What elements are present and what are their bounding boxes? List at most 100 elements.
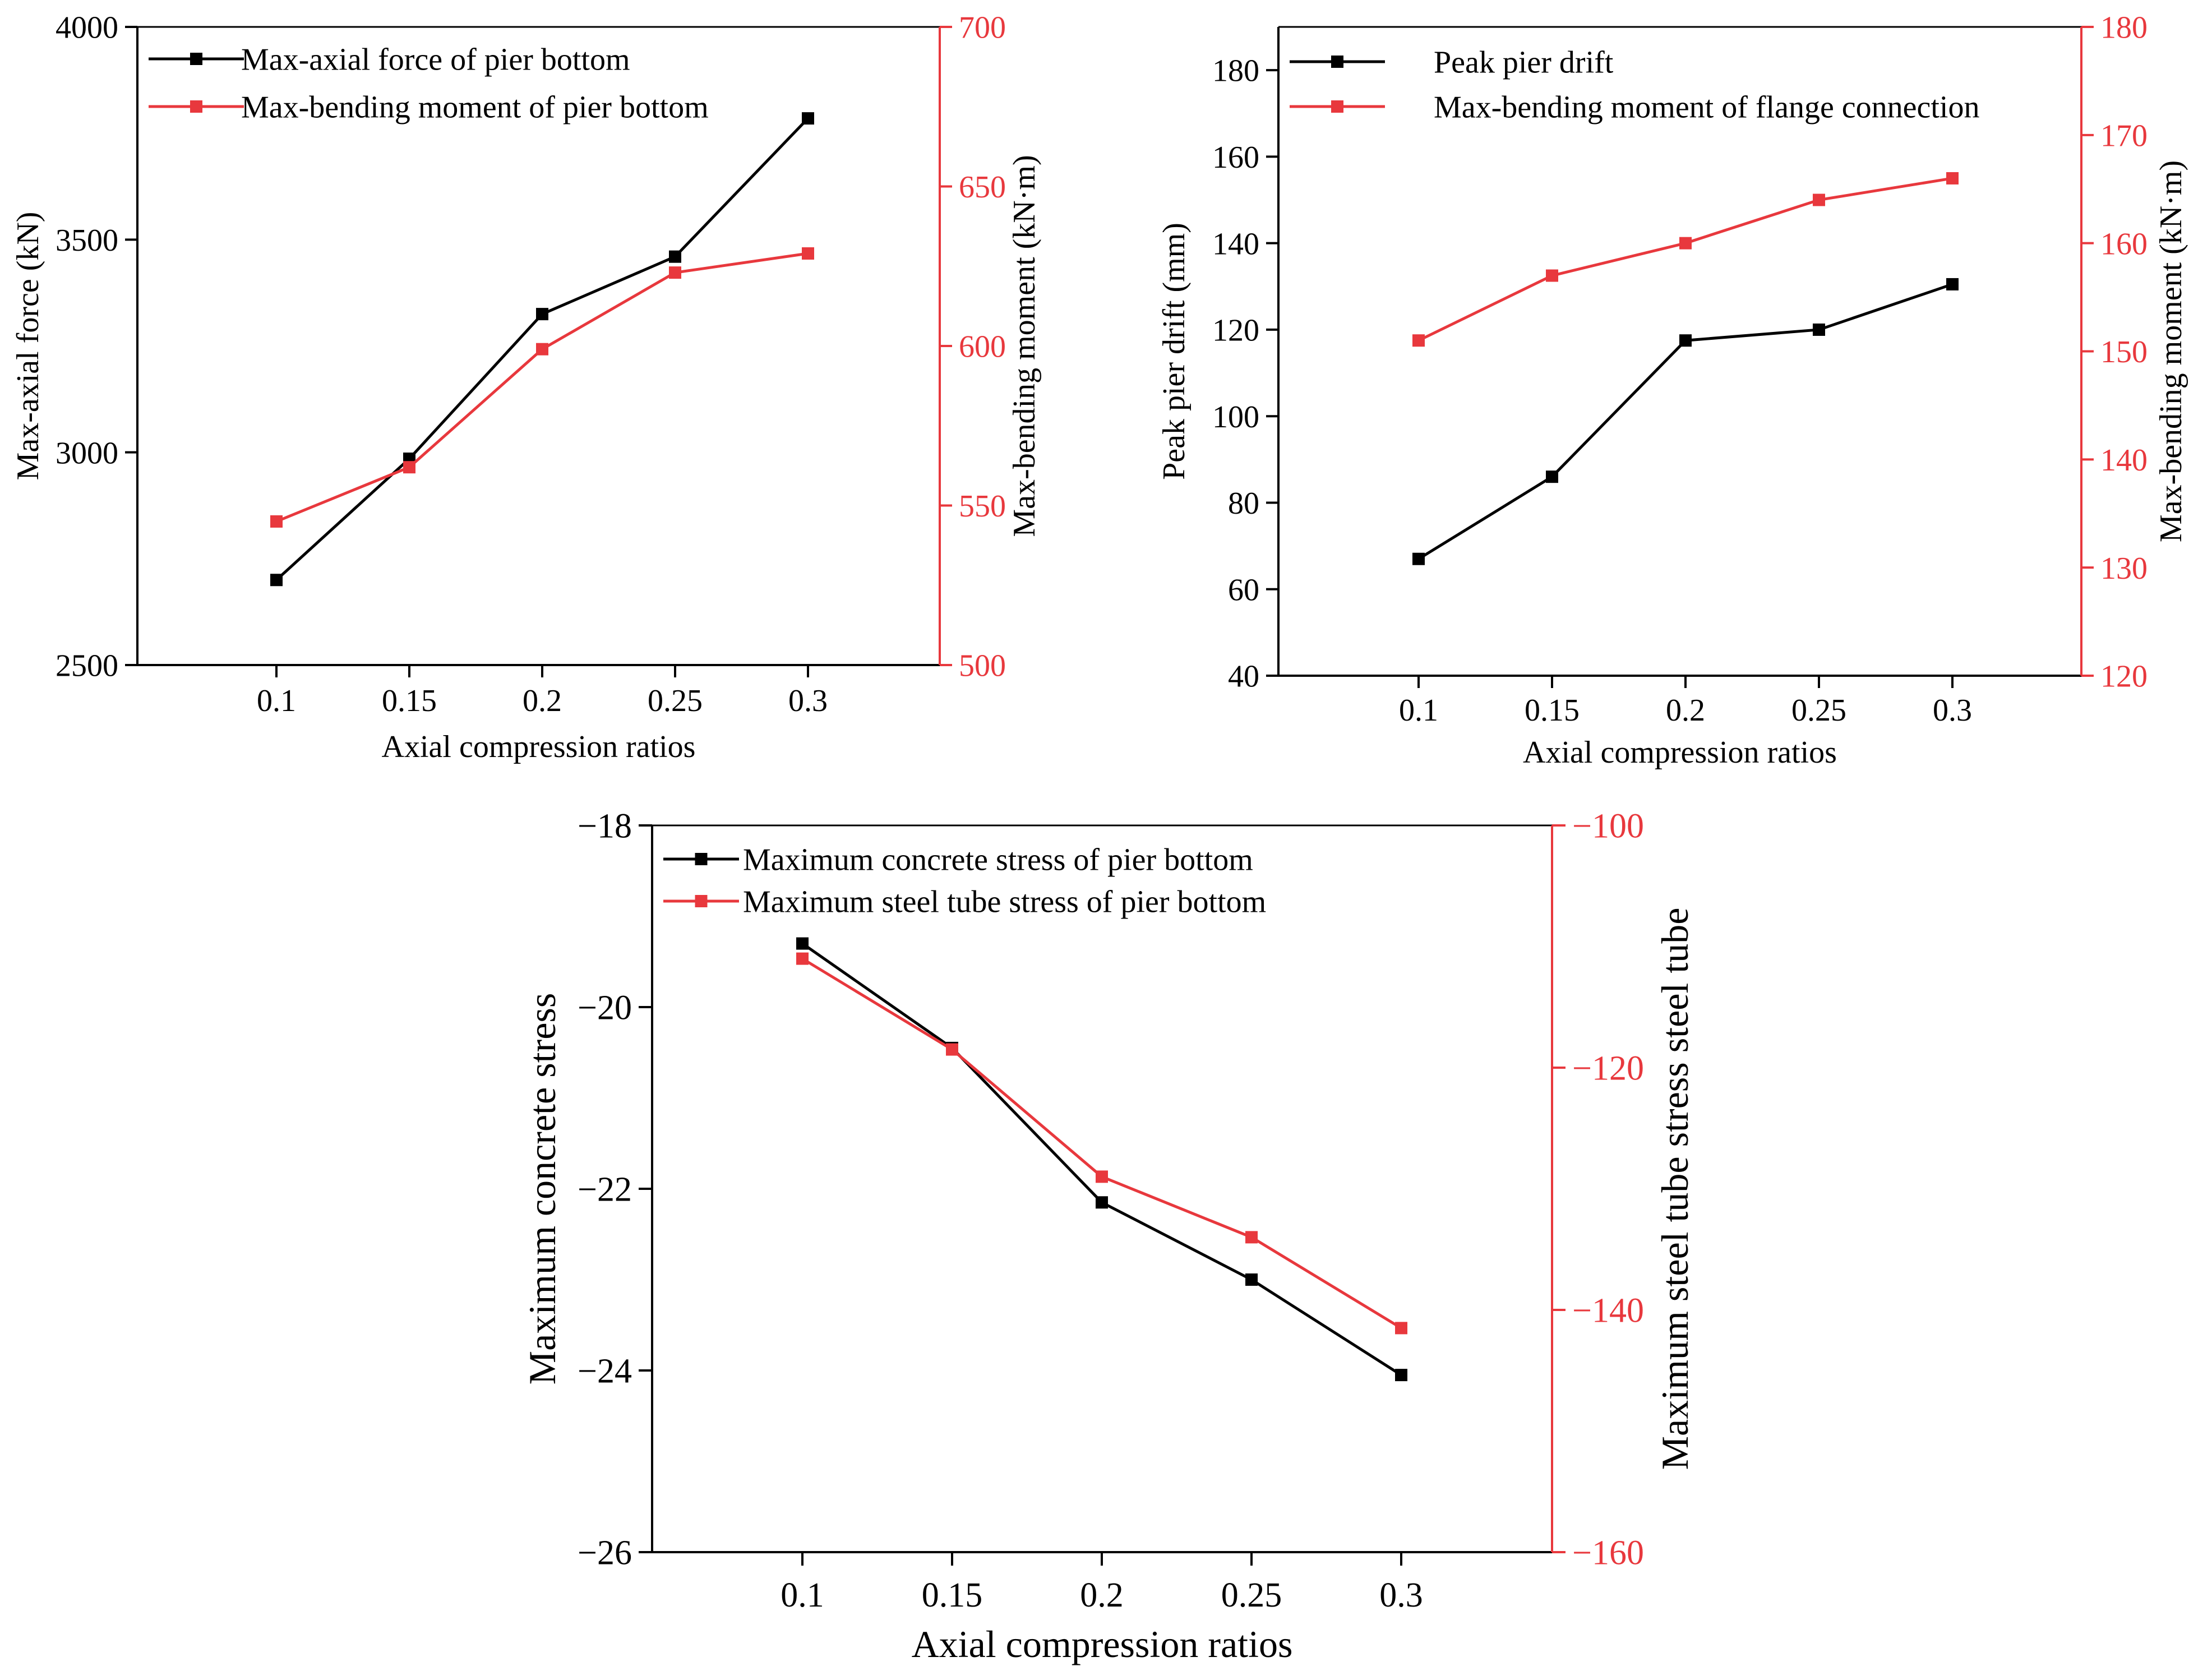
legend: Maximum concrete stress of pier bottom Ma… — [663, 843, 1266, 920]
y-right-tick-label: 150 — [2100, 335, 2148, 370]
y-left-axis-title: Max-axial force (kN) — [11, 212, 45, 481]
series-2-point — [796, 952, 809, 965]
y-right-tick-label: 700 — [959, 11, 1006, 45]
series-1-point — [1813, 323, 1825, 336]
y-left-tick-label: 160 — [1212, 140, 1259, 175]
y-left-axis-title: Maximum concrete stress — [521, 993, 564, 1385]
series-1-point — [1546, 470, 1558, 483]
series-1-point — [270, 574, 283, 587]
x-tick-label: 0.15 — [1525, 693, 1580, 728]
y-left-axis-title: Peak pier drift (mm) — [1157, 223, 1192, 480]
x-tick-label: 0.1 — [257, 684, 296, 718]
y-right-tick-label: 170 — [2100, 118, 2148, 153]
y-right-tick-label: 160 — [2100, 227, 2148, 261]
legend-marker — [695, 853, 708, 865]
x-tick-label: 0.25 — [648, 684, 703, 718]
y-left-tick-label: −24 — [578, 1353, 632, 1391]
y-right-tick-label: 130 — [2100, 551, 2148, 586]
series-1-point — [796, 937, 809, 950]
series-2-point — [1395, 1322, 1407, 1335]
series-2-point — [1096, 1170, 1108, 1183]
series-2-point — [669, 266, 681, 279]
y-left-tick-label: 3000 — [56, 436, 118, 470]
legend-label: Max-bending moment of pier bottom — [241, 90, 709, 125]
series-line-1 — [1417, 283, 1953, 560]
y-left-tick-label: 60 — [1228, 573, 1259, 607]
series-1-point — [1679, 334, 1692, 347]
chart-3: 0.1 0.15 0.2 0.25 0.3 −26 −24 −22 −20 −18 −160 −140… — [521, 807, 1696, 1665]
series-2-point — [536, 343, 548, 356]
series-line-2 — [801, 957, 1402, 1330]
y-right-tick-label: 600 — [959, 330, 1006, 364]
series-2-point — [1245, 1231, 1258, 1244]
y-right-tick-label: 650 — [959, 170, 1006, 205]
y-left-tick-label: 120 — [1212, 313, 1259, 348]
y-right-tick-label: 500 — [959, 649, 1006, 684]
y-left-tick-label: −22 — [578, 1171, 632, 1209]
series-1-point — [669, 250, 681, 263]
x-tick-label: 0.1 — [781, 1576, 824, 1614]
y-left-tick-label: 40 — [1228, 659, 1259, 694]
legend: Max-axial force of pier bottom Max-bendin… — [149, 43, 709, 125]
y-left-tick-label: −18 — [578, 807, 632, 846]
y-right-tick-label: −120 — [1572, 1050, 1644, 1088]
legend-marker — [190, 100, 202, 113]
y-left-tick-label: 140 — [1212, 227, 1259, 261]
y-right-axis-title: Max-bending moment (kN·m) — [2154, 160, 2188, 542]
legend-label: Maximum steel tube stress of pier bottom — [743, 885, 1266, 920]
series-2-point — [1813, 193, 1825, 206]
legend-label: Peak pier drift — [1434, 45, 1614, 80]
x-tick-label: 0.25 — [1221, 1576, 1282, 1614]
y-left-tick-label: 80 — [1228, 486, 1259, 521]
legend-marker — [190, 53, 202, 65]
x-tick-label: 0.15 — [382, 684, 437, 718]
legend-marker — [1331, 56, 1343, 68]
series-1-point — [1946, 278, 1959, 290]
x-tick-label: 0.2 — [523, 684, 562, 718]
chart-1: 0.1 0.15 0.2 0.25 0.3 2500 3000 3500 4000 500 550 6… — [11, 11, 1042, 764]
series-2-point — [403, 461, 415, 474]
series-2-point — [270, 515, 283, 528]
y-right-tick-label: 140 — [2100, 443, 2148, 478]
series-line-1 — [801, 942, 1402, 1377]
legend-label: Max-bending moment of flange connection — [1434, 90, 1980, 125]
series-1-point — [536, 308, 548, 321]
x-tick-label: 0.1 — [1399, 693, 1438, 728]
legend-marker — [695, 895, 708, 907]
series-2-point — [1412, 334, 1425, 347]
legend-marker — [1331, 100, 1343, 113]
y-left-tick-label: −20 — [578, 989, 632, 1027]
series-2-point — [1946, 172, 1959, 184]
legend-label: Max-axial force of pier bottom — [241, 43, 630, 77]
x-tick-label: 0.3 — [788, 684, 828, 718]
series-line-2 — [1417, 177, 1953, 342]
x-tick-label: 0.15 — [922, 1576, 983, 1614]
series-1-point — [1412, 552, 1425, 565]
y-left-tick-label: 180 — [1212, 54, 1259, 89]
series-1-point — [1096, 1196, 1108, 1209]
series-1-point — [1245, 1273, 1258, 1286]
y-right-tick-label: −140 — [1572, 1292, 1644, 1330]
series-line-2 — [276, 252, 809, 523]
y-left-tick-label: 2500 — [56, 649, 118, 684]
legend: Peak pier drift Max-bending moment of fla… — [1290, 45, 1980, 125]
y-right-axis-title: Max-bending moment (kN·m) — [1007, 155, 1042, 537]
y-right-tick-label: −160 — [1572, 1534, 1644, 1572]
x-tick-label: 0.3 — [1379, 1576, 1423, 1614]
series-2-point — [802, 247, 814, 260]
x-tick-label: 0.2 — [1080, 1576, 1124, 1614]
legend-label: Maximum concrete stress of pier bottom — [743, 843, 1253, 878]
y-right-axis-title: Maximum steel tube stress steel tube — [1654, 908, 1696, 1470]
series-1-point — [802, 112, 814, 125]
y-left-tick-label: 100 — [1212, 400, 1259, 435]
x-axis-title: Axial compression ratios — [912, 1623, 1293, 1665]
y-right-tick-label: −100 — [1572, 807, 1644, 846]
x-tick-label: 0.2 — [1666, 693, 1705, 728]
series-2-point — [946, 1043, 958, 1056]
series-1-point — [1395, 1369, 1407, 1382]
x-axis-title: Axial compression ratios — [382, 730, 696, 764]
chart-2: 0.1 0.15 0.2 0.25 0.3 40 60 80 100 120 140 160 180 12… — [1157, 11, 2188, 770]
y-right-tick-label: 180 — [2100, 11, 2148, 45]
x-axis-title: Axial compression ratios — [1523, 735, 1837, 770]
